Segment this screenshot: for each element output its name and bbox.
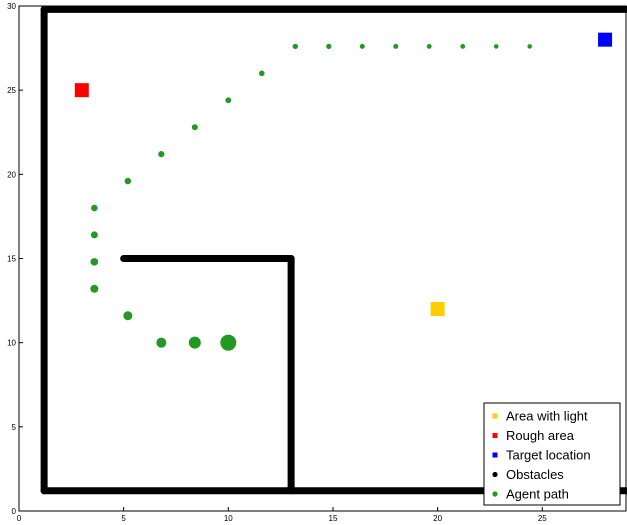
y-tick-label: 5	[12, 423, 17, 432]
agent-path-point	[225, 97, 231, 103]
legend-label: Agent path	[506, 487, 569, 502]
agent-path-point	[158, 151, 164, 157]
y-tick-label: 30	[7, 2, 16, 11]
y-tick-label: 25	[7, 86, 16, 95]
legend-label: Area with light	[506, 409, 588, 424]
legend-label: Target location	[506, 448, 591, 463]
area-marker	[75, 83, 89, 97]
agent-path-point	[427, 44, 432, 49]
x-tick-label: 20	[433, 514, 442, 523]
agent-path-point	[393, 44, 398, 49]
legend-swatch	[493, 433, 498, 438]
legend-label: Rough area	[506, 428, 575, 443]
area-marker	[431, 302, 445, 316]
agent-path-point	[156, 338, 166, 348]
agent-path-point	[460, 44, 465, 49]
agent-path-point	[192, 124, 198, 130]
y-tick-label: 15	[7, 255, 16, 264]
y-tick-label: 0	[12, 507, 17, 516]
agent-path-point	[91, 258, 99, 266]
y-tick-label: 20	[7, 170, 16, 179]
agent-path-point	[259, 71, 265, 77]
y-tick-label: 10	[7, 339, 16, 348]
x-tick-label: 0	[17, 514, 22, 523]
legend-swatch	[492, 472, 497, 477]
x-tick-label: 5	[121, 514, 126, 523]
agent-path-point	[90, 285, 98, 293]
agent-path-point	[91, 205, 98, 212]
agent-path-point	[123, 311, 132, 320]
agent-path-point	[125, 178, 131, 184]
x-tick-label: 10	[224, 514, 233, 523]
x-tick-label: 15	[329, 514, 338, 523]
agent-path-point	[360, 44, 365, 49]
legend-swatch	[493, 414, 498, 419]
legend-swatch	[492, 491, 497, 496]
agent-path-point	[293, 44, 298, 49]
x-tick-label: 25	[538, 514, 547, 523]
legend-swatch	[493, 453, 498, 458]
area-marker	[598, 33, 612, 47]
agent-path-point	[326, 44, 331, 49]
agent-path-point	[220, 335, 236, 351]
agent-path-point	[494, 44, 499, 49]
agent-path-point	[189, 337, 201, 349]
agent-path-point	[91, 231, 98, 238]
agent-path-point	[527, 44, 532, 49]
legend-label: Obstacles	[506, 467, 564, 482]
legend: Area with light Rough area Target location…	[484, 403, 620, 505]
